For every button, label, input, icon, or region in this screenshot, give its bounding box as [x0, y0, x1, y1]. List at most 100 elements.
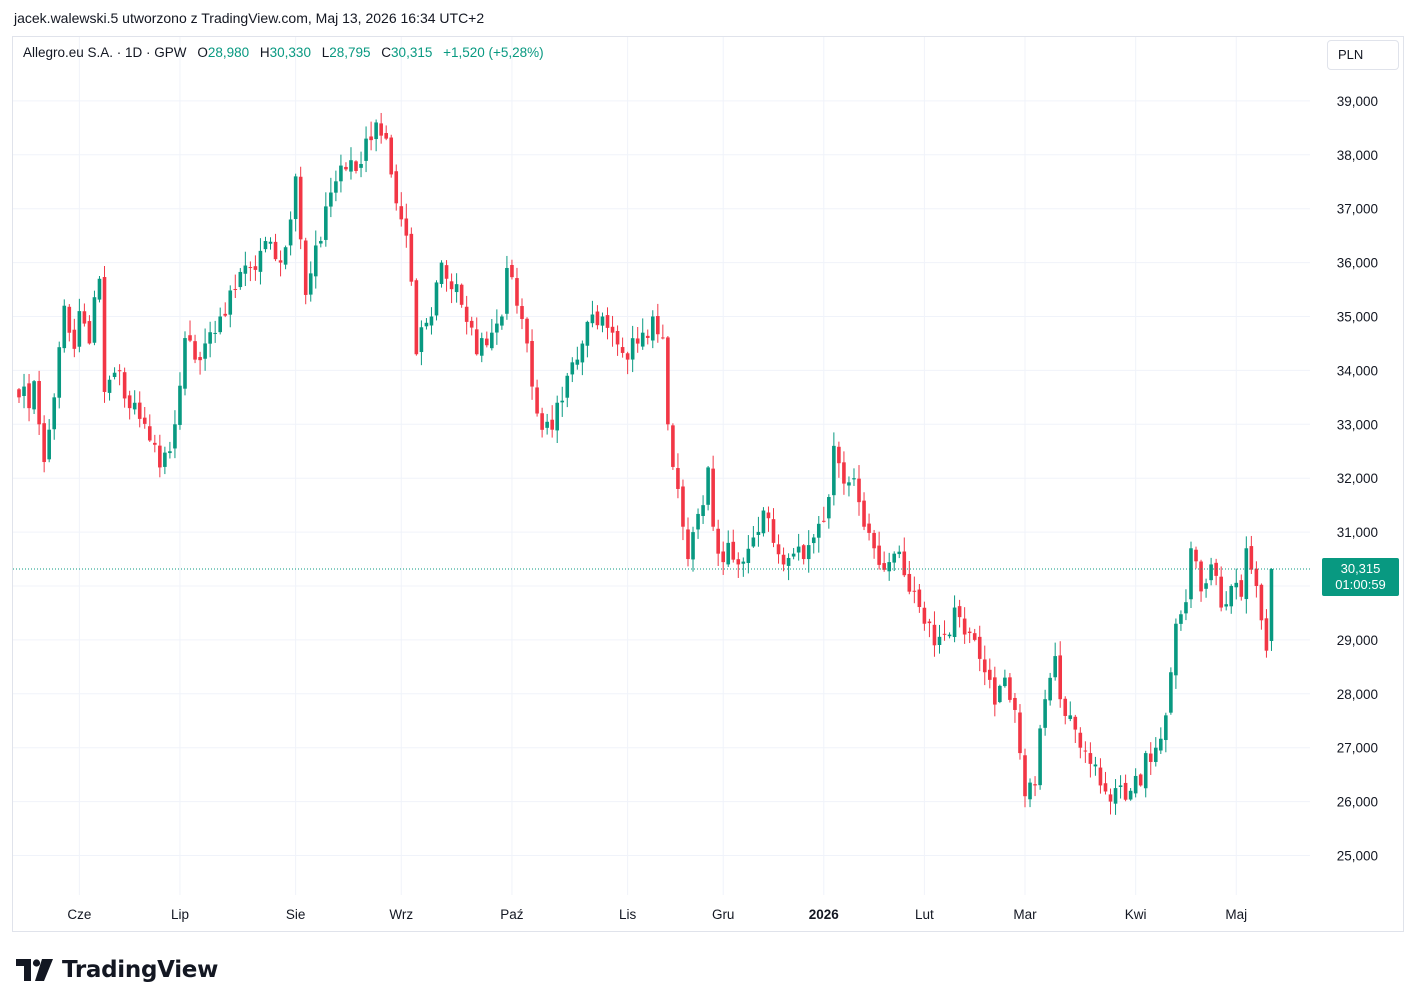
candle: [947, 632, 952, 639]
candle: [987, 658, 992, 689]
candle: [832, 432, 836, 506]
candle-body: [17, 389, 21, 398]
candle-body: [882, 563, 886, 570]
candle-body: [268, 241, 273, 244]
candle: [1088, 742, 1093, 778]
candle: [263, 236, 268, 253]
candle: [193, 334, 197, 364]
candle: [1219, 566, 1223, 612]
candle-body: [681, 486, 685, 527]
candle-body: [761, 510, 766, 534]
candle: [1164, 712, 1168, 753]
candle: [354, 160, 358, 174]
candle: [696, 508, 700, 539]
candle-body: [484, 338, 489, 346]
candle: [962, 607, 967, 644]
candle-body: [645, 335, 650, 338]
candle: [555, 395, 560, 444]
candle-body: [766, 512, 771, 519]
y-tick-label: 27,000: [1337, 741, 1378, 756]
candle-body: [1008, 677, 1012, 700]
candle: [721, 541, 725, 575]
candle: [977, 625, 982, 672]
candle: [142, 406, 147, 429]
candle-body: [1028, 782, 1032, 800]
candle-body: [102, 277, 107, 392]
candle-body: [474, 329, 479, 355]
candle: [776, 534, 781, 564]
candle-body: [1038, 728, 1042, 786]
candle-body: [1128, 790, 1133, 800]
candle: [429, 307, 434, 335]
candle-body: [892, 553, 897, 563]
candle: [1123, 774, 1128, 802]
candle: [605, 307, 610, 340]
candle-body: [1103, 783, 1108, 792]
close-value: 30,315: [391, 45, 433, 60]
brand-logo[interactable]: TradingView: [16, 955, 218, 985]
candle-body: [791, 553, 796, 557]
candle-body: [319, 241, 323, 244]
candle-body: [62, 305, 67, 349]
y-tick-label: 31,000: [1337, 525, 1378, 540]
candle: [781, 547, 786, 572]
candle: [319, 236, 323, 248]
candle: [339, 154, 343, 193]
candle-body: [193, 341, 197, 360]
candle: [303, 237, 308, 305]
candle-body: [293, 176, 298, 220]
candle: [525, 317, 529, 353]
candle-body: [661, 337, 665, 339]
candle-body: [620, 347, 625, 353]
symbol-name[interactable]: Allegro.eu S.A. · 1D · GPW: [23, 45, 187, 60]
candle-body: [585, 321, 590, 346]
candle-body: [399, 206, 404, 220]
candle-body: [877, 545, 881, 565]
candle-body: [92, 297, 97, 343]
candle-body: [575, 359, 580, 365]
candle: [288, 211, 293, 256]
candle-body: [273, 241, 278, 260]
currency-button[interactable]: PLN: [1327, 40, 1399, 70]
candle-body: [122, 372, 127, 399]
candle-body: [605, 315, 610, 328]
candle: [479, 332, 484, 363]
x-tick-label: Cze: [67, 907, 91, 922]
x-tick-label: Mar: [1013, 907, 1037, 922]
candle-body: [1234, 582, 1239, 588]
candle: [630, 325, 635, 373]
candle-body: [781, 554, 786, 565]
candle-body: [796, 546, 801, 553]
candle: [153, 434, 157, 453]
candle: [701, 495, 705, 524]
candle-body: [867, 523, 871, 533]
candle-body: [454, 284, 459, 293]
candle: [439, 260, 444, 288]
candle: [1078, 727, 1083, 759]
open-label: O: [197, 45, 208, 60]
candle-body: [771, 519, 776, 543]
candle-body: [1164, 715, 1168, 741]
candle: [394, 164, 399, 211]
candle: [42, 415, 46, 473]
candle-body: [666, 337, 670, 425]
candle-body: [198, 357, 202, 361]
candle-body: [72, 329, 77, 349]
candle: [449, 273, 454, 304]
candle: [515, 267, 519, 314]
candle: [364, 126, 368, 173]
candle: [676, 453, 680, 499]
candle-body: [248, 267, 253, 269]
candle-body: [686, 529, 690, 560]
chart-frame[interactable]: [12, 36, 1404, 932]
candle: [1103, 771, 1108, 795]
candle: [550, 405, 554, 438]
candle: [324, 192, 328, 247]
candle-body: [937, 636, 942, 645]
candle-body: [334, 181, 338, 193]
candle: [298, 166, 303, 250]
candle-body: [1098, 767, 1103, 786]
candle: [213, 320, 217, 343]
candle: [1083, 741, 1088, 763]
